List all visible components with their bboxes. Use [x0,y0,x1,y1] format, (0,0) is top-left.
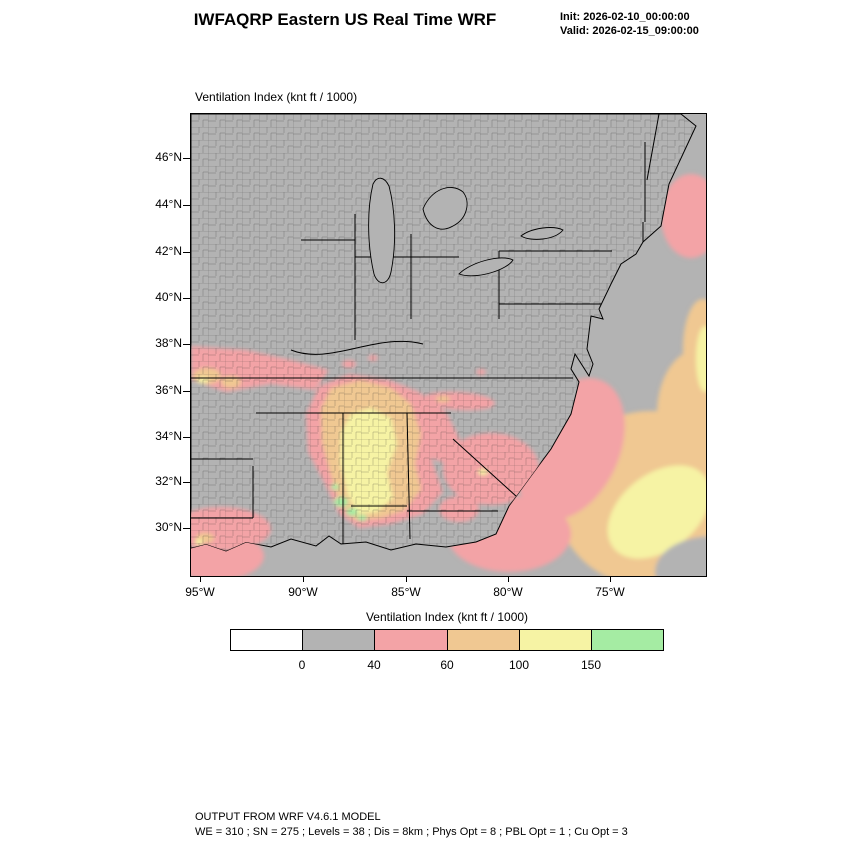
great-lakes [368,177,564,284]
colorbar-tick-label: 40 [367,658,381,672]
lake-michigan [368,177,396,284]
map-frame [190,113,707,577]
lake-erie [458,257,514,277]
model-timestamps: Init: 2026-02-10_00:00:00 Valid: 2026-02… [560,10,699,38]
colorbar-segment [518,629,592,651]
lat-tick-label: 30°N [155,520,182,534]
valid-timestamp: Valid: 2026-02-15_09:00:00 [560,25,699,37]
ocean-ventilation-regions [191,174,706,576]
footer-line2: WE = 310 ; SN = 275 ; Levels = 38 ; Dis … [195,826,628,838]
lat-tick [183,205,190,206]
lat-tick [183,391,190,392]
lat-tick-label: 36°N [155,383,182,397]
footer-line1: OUTPUT FROM WRF V4.6.1 MODEL [195,811,381,823]
colorbar-segment [590,629,665,651]
lat-tick [183,158,190,159]
colorbar-title: Ventilation Index (knt ft / 1000) [365,610,529,624]
colorbar [230,629,665,651]
colorbar-tick-label: 100 [508,658,530,672]
lat-tick-label: 38°N [155,336,182,350]
lat-tick [183,482,190,483]
page-title: IWFAQRP Eastern US Real Time WRF [193,10,497,29]
lat-tick [183,344,190,345]
lat-tick-label: 42°N [155,244,182,258]
colorbar-segment [374,629,448,651]
lon-tick-label: 85°W [391,585,421,599]
lat-tick-label: 34°N [155,429,182,443]
lon-tick-label: 90°W [288,585,318,599]
lat-tick-label: 40°N [155,290,182,304]
colorbar-tick-label: 0 [298,658,306,672]
colorbar-tick-label: 150 [580,658,602,672]
lon-tick [610,576,611,582]
colorbar-segment [302,629,376,651]
lake-ontario [520,227,564,240]
model-info-footer: OUTPUT FROM WRF V4.6.1 MODEL WE = 310 ; … [195,810,628,840]
init-timestamp: Init: 2026-02-10_00:00:00 [560,11,690,23]
lon-tick-label: 95°W [185,585,215,599]
lake-huron [422,187,468,230]
lat-tick [183,437,190,438]
lat-tick-label: 32°N [155,474,182,488]
field-label: Ventilation Index (knt ft / 1000) [195,90,358,104]
lat-tick [183,528,190,529]
colorbar-segment [446,629,520,651]
lat-tick [183,298,190,299]
lon-tick [303,576,304,582]
colorbar-tick-label: 60 [440,658,454,672]
colorbar-segment [230,629,304,651]
lon-tick-label: 80°W [493,585,523,599]
lon-tick [406,576,407,582]
lon-tick [508,576,509,582]
lon-tick-label: 75°W [595,585,625,599]
lat-tick-label: 44°N [155,197,182,211]
lon-tick [200,576,201,582]
lat-tick-label: 46°N [155,150,182,164]
lat-tick [183,252,190,253]
map-canvas [191,114,706,576]
